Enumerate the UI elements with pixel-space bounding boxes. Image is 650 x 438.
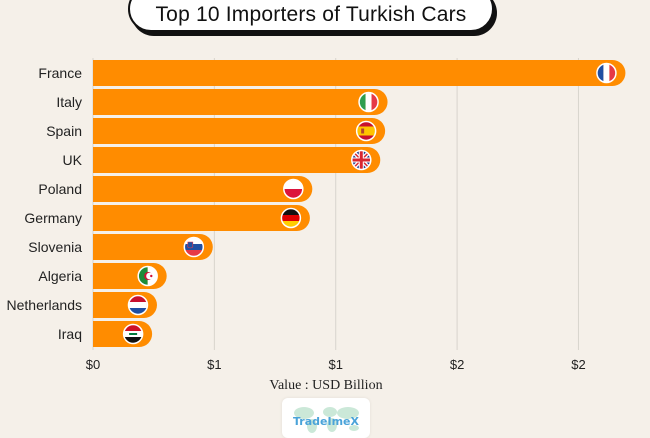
x-axis-label: Value : USD Billion <box>269 378 382 393</box>
italy-flag-icon <box>358 91 379 113</box>
category-label: Iraq <box>58 326 82 342</box>
bar-uk <box>93 147 368 173</box>
bar-germany <box>93 205 297 231</box>
category-label: Spain <box>46 123 82 139</box>
x-tick-label: $2 <box>450 357 464 372</box>
germany-flag-icon <box>280 207 302 229</box>
bar-slovenia <box>93 234 200 260</box>
bar-france <box>93 60 613 86</box>
poland-flag-icon <box>283 178 304 200</box>
x-tick-label: $2 <box>571 357 585 372</box>
uk-flag-icon <box>351 149 372 171</box>
category-label: Netherlands <box>7 297 83 313</box>
bar-poland <box>93 176 300 202</box>
category-label: Algeria <box>38 268 82 284</box>
bar-chart: France Italy Spain UK Poland Germany Slovenia A… <box>7 58 626 393</box>
category-label: Germany <box>24 210 82 226</box>
x-tick-label: $1 <box>328 357 342 372</box>
france-flag-icon <box>596 62 617 84</box>
spain-flag-icon <box>355 120 377 142</box>
slovenia-flag-icon <box>183 236 205 258</box>
category-label: Poland <box>38 181 82 197</box>
netherlands-flag-icon <box>127 294 149 316</box>
bar-spain <box>93 118 373 144</box>
category-label: Slovenia <box>28 239 82 255</box>
category-label: Italy <box>56 94 82 110</box>
iraq-flag-icon <box>122 323 144 345</box>
bar-italy <box>93 89 375 115</box>
category-label: UK <box>63 152 83 168</box>
category-label: France <box>38 65 82 81</box>
world-map-icon <box>294 407 359 433</box>
tradeimex-logo: TradeImeX <box>282 398 370 438</box>
x-tick-label: $0 <box>86 357 100 372</box>
logo-text: TradeImeX <box>293 415 359 428</box>
x-tick-label: $1 <box>207 357 221 372</box>
chart-title: Top 10 Importers of Turkish Cars <box>128 0 494 32</box>
algeria-flag-icon <box>137 265 158 287</box>
